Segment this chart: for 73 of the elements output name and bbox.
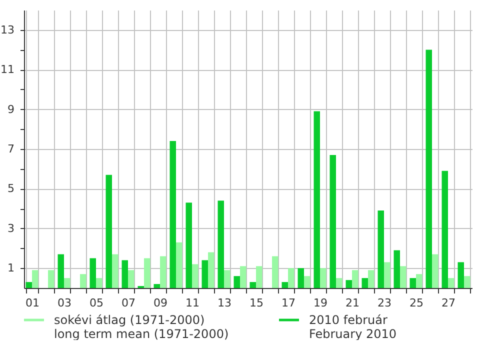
bar bbox=[218, 200, 224, 288]
bar bbox=[464, 276, 470, 288]
bar bbox=[80, 274, 86, 288]
x-tick-label: 17 bbox=[282, 296, 296, 310]
bar bbox=[202, 260, 208, 288]
bar bbox=[442, 170, 448, 288]
y-tick-label: 5 bbox=[8, 182, 14, 196]
bar bbox=[304, 276, 310, 288]
x-tick-label: 03 bbox=[58, 296, 72, 310]
bar bbox=[48, 270, 54, 288]
y-tick-label: 3 bbox=[8, 222, 14, 235]
bar bbox=[378, 210, 384, 288]
bar bbox=[112, 254, 118, 288]
bar bbox=[458, 262, 464, 288]
bar bbox=[208, 252, 214, 288]
bar bbox=[186, 202, 192, 288]
x-tick-label: 05 bbox=[90, 296, 104, 310]
bar bbox=[448, 278, 454, 288]
x-tick-label: 23 bbox=[378, 296, 392, 310]
bar bbox=[240, 266, 246, 288]
bar bbox=[234, 276, 240, 288]
bar bbox=[58, 254, 64, 288]
x-tick-label: 13 bbox=[218, 296, 232, 310]
x-tick-label: 09 bbox=[154, 296, 168, 310]
bar bbox=[192, 264, 198, 288]
bar bbox=[282, 282, 288, 288]
bar bbox=[160, 256, 166, 288]
bar bbox=[336, 278, 342, 288]
bar bbox=[122, 260, 128, 288]
bar bbox=[298, 268, 304, 288]
x-tick-label: 11 bbox=[186, 296, 200, 310]
bar bbox=[26, 282, 32, 288]
bar bbox=[128, 270, 134, 288]
bar bbox=[176, 242, 182, 288]
bar bbox=[256, 266, 262, 288]
bar bbox=[426, 50, 432, 288]
bar bbox=[314, 111, 320, 288]
y-tick-label: 9 bbox=[8, 102, 14, 116]
bar bbox=[352, 270, 358, 288]
bar bbox=[96, 278, 102, 288]
bar bbox=[346, 280, 352, 288]
bar bbox=[394, 250, 400, 288]
bar bbox=[384, 262, 390, 288]
bar bbox=[250, 282, 256, 288]
bar bbox=[32, 270, 38, 288]
bar bbox=[432, 254, 438, 288]
bar bbox=[416, 274, 422, 288]
bar bbox=[64, 278, 70, 288]
bar bbox=[272, 256, 278, 288]
bar bbox=[320, 268, 326, 288]
bar bbox=[410, 278, 416, 288]
x-tick-label: 15 bbox=[250, 296, 264, 310]
x-tick-label: 27 bbox=[442, 296, 456, 310]
bar bbox=[362, 278, 368, 288]
bar bbox=[154, 284, 160, 288]
bar bbox=[90, 258, 96, 288]
bar bbox=[288, 268, 294, 288]
y-tick-label: 1 bbox=[8, 262, 14, 275]
bar bbox=[330, 154, 336, 288]
bar bbox=[106, 174, 112, 288]
x-tick-label: 21 bbox=[346, 296, 360, 310]
bar bbox=[170, 141, 176, 288]
bar bbox=[400, 266, 406, 288]
bar bbox=[368, 270, 374, 288]
x-tick-label: 07 bbox=[122, 296, 136, 310]
y-tick-label: 13 bbox=[0, 23, 14, 36]
x-tick-label: 19 bbox=[314, 296, 328, 310]
y-tick-label: 7 bbox=[8, 142, 14, 156]
y-tick-label: 11 bbox=[0, 63, 14, 76]
x-tick-label: 01 bbox=[26, 296, 40, 310]
bar bbox=[224, 270, 230, 288]
bar bbox=[144, 258, 150, 288]
x-tick-label: 25 bbox=[410, 296, 424, 310]
